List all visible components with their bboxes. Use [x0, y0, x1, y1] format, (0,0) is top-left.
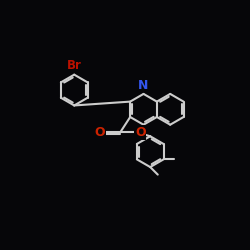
Text: O: O: [95, 126, 106, 139]
Text: Br: Br: [67, 58, 82, 71]
Text: N: N: [138, 78, 149, 92]
Text: O: O: [135, 126, 145, 139]
